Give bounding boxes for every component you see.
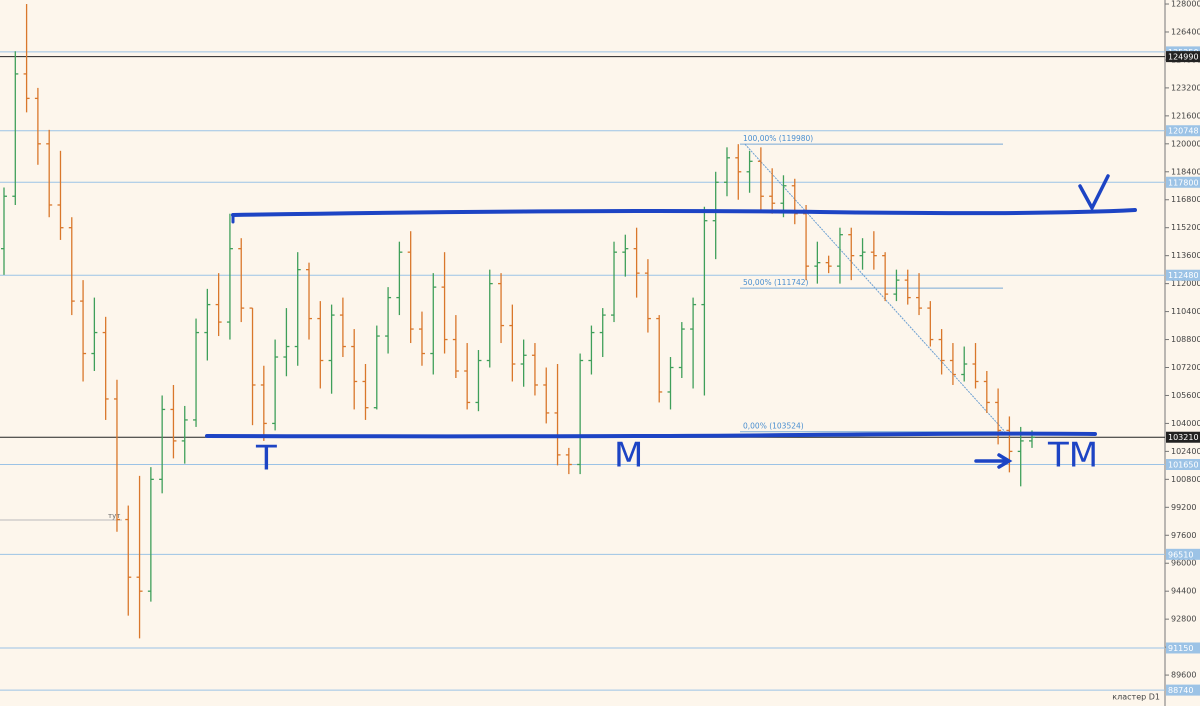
- level-label: 88740: [1168, 686, 1193, 695]
- y-tick-label: 107200: [1171, 363, 1200, 372]
- y-tick-label: 108800: [1171, 335, 1200, 344]
- hand-t: T: [255, 439, 277, 479]
- level-label-box: [1166, 269, 1200, 281]
- y-tick-label: 110400: [1171, 307, 1200, 316]
- y-tick-label: 128000: [1171, 0, 1200, 9]
- level-label-box: [1166, 684, 1200, 696]
- level-label-box: [1166, 642, 1200, 654]
- resistance-line: [231, 208, 1137, 217]
- hand-m: M: [614, 436, 643, 476]
- y-tick-label: 120000: [1171, 139, 1200, 148]
- fib-label: 50,00% (111742): [743, 278, 809, 287]
- level-label-box: [1166, 125, 1200, 137]
- level-label: 101650: [1168, 460, 1199, 469]
- y-tick-label: 123200: [1171, 83, 1200, 92]
- y-tick-label: 104000: [1171, 419, 1200, 428]
- y-tick-label: 89600: [1171, 671, 1196, 680]
- y-tick-label: 112000: [1171, 279, 1200, 288]
- support-line: [205, 431, 1097, 439]
- cluster-label: кластер D1: [1112, 693, 1160, 702]
- level-label-box: [1166, 176, 1200, 188]
- y-tick-label: 99200: [1171, 503, 1196, 512]
- y-tick-label: 92800: [1171, 615, 1196, 624]
- level-label-box: [1166, 431, 1200, 443]
- level-label: 124990: [1168, 53, 1199, 62]
- y-tick-label: 118400: [1171, 167, 1200, 176]
- note-text: тут: [108, 512, 120, 520]
- fib-label: 0,00% (103524): [743, 422, 804, 431]
- check-mark: [1078, 174, 1110, 212]
- level-label: 120748: [1168, 127, 1199, 136]
- hand-tm: TM: [1047, 436, 1098, 476]
- y-tick-label: 126400: [1171, 27, 1200, 36]
- arrow: [974, 453, 1013, 469]
- level-label: 117800: [1168, 178, 1199, 187]
- level-label-box: [1166, 548, 1200, 560]
- level-label: 91150: [1168, 644, 1193, 653]
- y-tick-label: 116800: [1171, 195, 1200, 204]
- hand-annotations: [205, 174, 1137, 469]
- y-tick-label: 97600: [1171, 531, 1196, 540]
- level-label-box: [1166, 51, 1200, 63]
- fib-trend: [744, 143, 1006, 433]
- fib-label: 100,00% (119980): [743, 134, 813, 143]
- y-tick-label: 100800: [1171, 475, 1200, 484]
- y-tick-label: 113600: [1171, 251, 1200, 260]
- level-label: 96510: [1168, 550, 1193, 559]
- y-tick-label: 94400: [1171, 587, 1196, 596]
- y-tick-label: 105600: [1171, 391, 1200, 400]
- y-tick-label: 96000: [1171, 559, 1196, 568]
- level-label-box: [1166, 458, 1200, 470]
- level-label: 103210: [1168, 433, 1199, 442]
- level-label: 112480: [1168, 271, 1199, 280]
- y-tick-label: 115200: [1171, 223, 1200, 232]
- y-tick-label: 121600: [1171, 111, 1200, 120]
- y-tick-label: 102400: [1171, 447, 1200, 456]
